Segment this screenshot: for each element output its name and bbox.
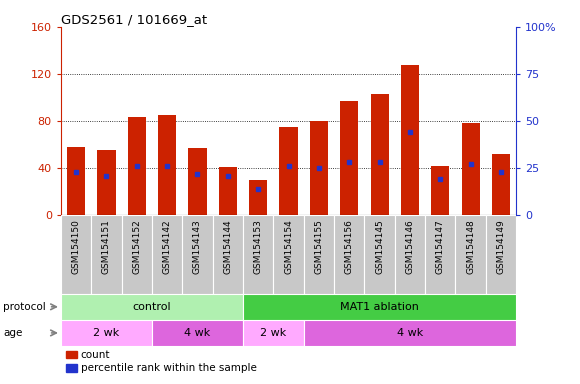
Text: GSM154142: GSM154142 bbox=[162, 219, 172, 274]
Text: GSM154155: GSM154155 bbox=[314, 219, 324, 274]
Bar bbox=[280, 127, 298, 215]
FancyBboxPatch shape bbox=[304, 215, 334, 294]
Bar bbox=[67, 147, 85, 215]
Bar bbox=[128, 118, 146, 215]
Bar bbox=[401, 65, 419, 215]
Bar bbox=[310, 121, 328, 215]
FancyBboxPatch shape bbox=[152, 320, 243, 346]
Bar bbox=[97, 151, 115, 215]
Text: protocol: protocol bbox=[3, 302, 46, 312]
FancyBboxPatch shape bbox=[364, 215, 395, 294]
Text: GSM154151: GSM154151 bbox=[102, 219, 111, 274]
Text: GSM154153: GSM154153 bbox=[253, 219, 263, 274]
Text: GSM154149: GSM154149 bbox=[496, 219, 506, 274]
Text: GSM154150: GSM154150 bbox=[71, 219, 81, 274]
Text: control: control bbox=[133, 302, 171, 312]
Bar bbox=[158, 115, 176, 215]
Bar bbox=[492, 154, 510, 215]
FancyBboxPatch shape bbox=[304, 320, 516, 346]
FancyBboxPatch shape bbox=[61, 294, 243, 320]
FancyBboxPatch shape bbox=[182, 215, 213, 294]
FancyBboxPatch shape bbox=[486, 215, 516, 294]
Text: GSM154145: GSM154145 bbox=[375, 219, 384, 274]
Text: GSM154152: GSM154152 bbox=[132, 219, 142, 274]
Text: GSM154156: GSM154156 bbox=[345, 219, 354, 274]
FancyBboxPatch shape bbox=[455, 215, 486, 294]
FancyBboxPatch shape bbox=[395, 215, 425, 294]
FancyBboxPatch shape bbox=[213, 215, 243, 294]
FancyBboxPatch shape bbox=[152, 215, 182, 294]
Bar bbox=[340, 101, 358, 215]
Text: 4 wk: 4 wk bbox=[184, 328, 211, 338]
Bar bbox=[371, 94, 389, 215]
Text: GSM154143: GSM154143 bbox=[193, 219, 202, 274]
Legend: count, percentile rank within the sample: count, percentile rank within the sample bbox=[66, 350, 256, 373]
FancyBboxPatch shape bbox=[61, 215, 91, 294]
Text: GSM154147: GSM154147 bbox=[436, 219, 445, 274]
FancyBboxPatch shape bbox=[425, 215, 455, 294]
Text: GDS2561 / 101669_at: GDS2561 / 101669_at bbox=[61, 13, 207, 26]
FancyBboxPatch shape bbox=[61, 320, 152, 346]
Bar bbox=[462, 123, 480, 215]
Text: 2 wk: 2 wk bbox=[260, 328, 287, 338]
Text: MAT1 ablation: MAT1 ablation bbox=[340, 302, 419, 312]
FancyBboxPatch shape bbox=[273, 215, 304, 294]
Text: GSM154148: GSM154148 bbox=[466, 219, 475, 274]
Bar bbox=[431, 166, 450, 215]
FancyBboxPatch shape bbox=[243, 215, 273, 294]
FancyBboxPatch shape bbox=[91, 215, 122, 294]
FancyBboxPatch shape bbox=[122, 215, 152, 294]
Text: 4 wk: 4 wk bbox=[397, 328, 423, 338]
Text: age: age bbox=[3, 328, 22, 338]
Bar bbox=[219, 167, 237, 215]
FancyBboxPatch shape bbox=[243, 320, 304, 346]
Text: GSM154154: GSM154154 bbox=[284, 219, 293, 274]
Text: GSM154146: GSM154146 bbox=[405, 219, 415, 274]
FancyBboxPatch shape bbox=[243, 294, 516, 320]
Bar bbox=[249, 180, 267, 215]
Text: 2 wk: 2 wk bbox=[93, 328, 119, 338]
FancyBboxPatch shape bbox=[334, 215, 364, 294]
Text: GSM154144: GSM154144 bbox=[223, 219, 233, 274]
Bar bbox=[188, 148, 206, 215]
